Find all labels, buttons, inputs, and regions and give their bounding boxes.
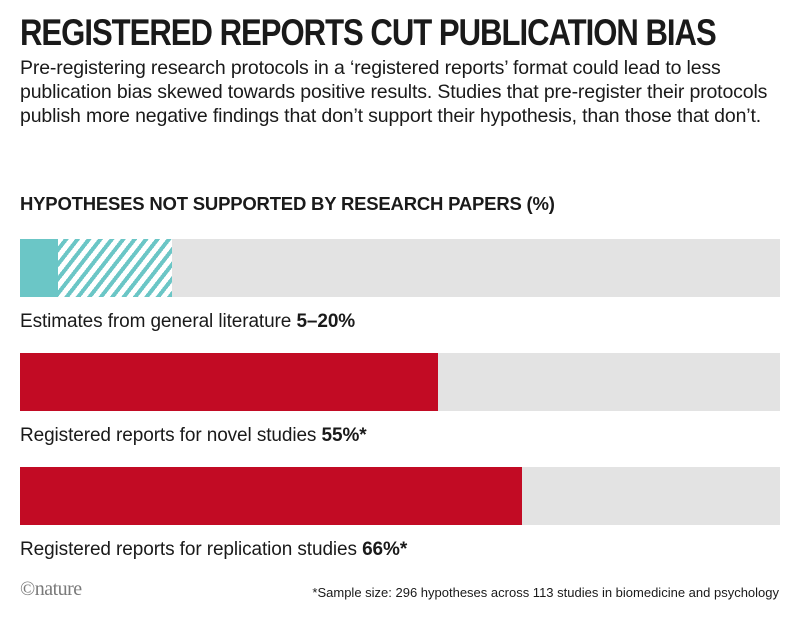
bar-range-low [20,239,58,297]
chart-title: REGISTERED REPORTS CUT PUBLICATION BIAS [20,12,717,53]
chart-heading: HYPOTHESES NOT SUPPORTED BY RESEARCH PAP… [20,193,555,214]
bar-label: Registered reports for novel studies 55%… [20,425,367,447]
bar-track [20,467,780,525]
bar-fill [20,467,522,525]
bar-range-high [58,239,172,297]
bar-value-label: 55%* [321,425,367,446]
bar-label: Registered reports for replication studi… [20,539,407,561]
bar-category-label: Registered reports for replication studi… [20,539,363,560]
bar-label: Estimates from general literature 5–20% [20,311,355,333]
bar-fill [20,353,438,411]
chart-subtitle: Pre-registering research protocols in a … [20,57,768,127]
bar-track [20,353,780,411]
nature-logo: ©nature [20,578,82,600]
bar-value-label: 5–20% [296,311,356,332]
bar-value-label: 66%* [362,539,408,560]
footnote: *Sample size: 296 hypotheses across 113 … [312,585,779,600]
bar-track [20,239,780,297]
bar-category-label: Registered reports for novel studies [20,425,322,446]
bar-category-label: Estimates from general literature [20,311,297,332]
